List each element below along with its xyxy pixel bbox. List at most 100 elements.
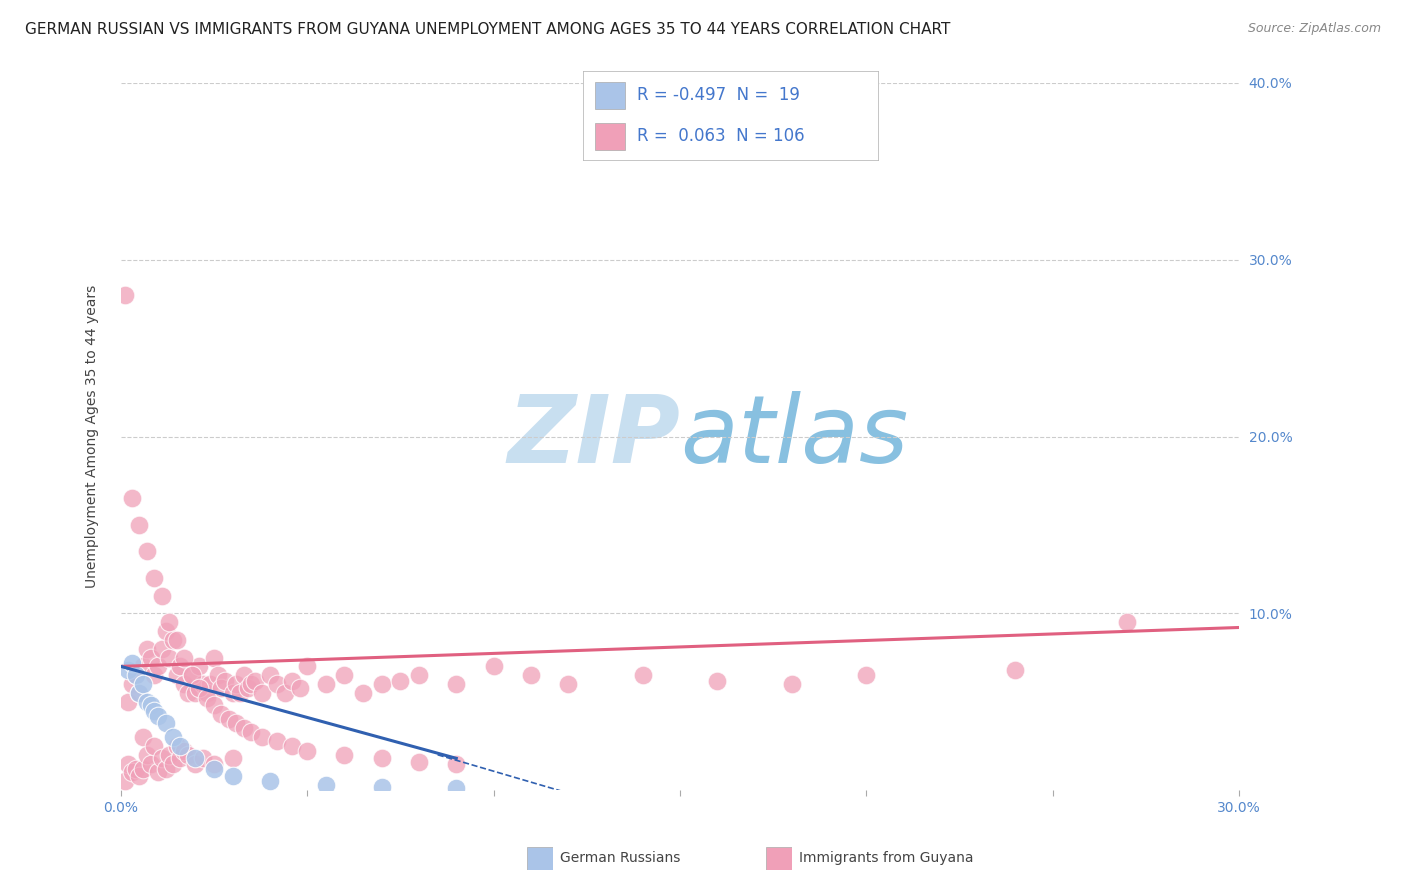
- Point: [169, 659, 191, 673]
- Point: [135, 747, 157, 762]
- Point: [143, 739, 166, 753]
- Point: [191, 677, 214, 691]
- Point: [155, 762, 177, 776]
- Text: R =  0.063  N = 106: R = 0.063 N = 106: [637, 128, 804, 145]
- Point: [125, 762, 148, 776]
- Point: [202, 698, 225, 713]
- Point: [221, 751, 243, 765]
- Point: [117, 756, 139, 771]
- Point: [180, 668, 202, 682]
- Point: [143, 704, 166, 718]
- Point: [232, 721, 254, 735]
- Point: [150, 641, 173, 656]
- Point: [259, 774, 281, 789]
- Point: [371, 751, 394, 765]
- Point: [143, 571, 166, 585]
- Point: [146, 659, 169, 673]
- Point: [166, 739, 188, 753]
- FancyBboxPatch shape: [583, 71, 879, 161]
- Point: [295, 659, 318, 673]
- Point: [184, 756, 207, 771]
- Point: [218, 713, 240, 727]
- Point: [157, 747, 180, 762]
- Y-axis label: Unemployment Among Ages 35 to 44 years: Unemployment Among Ages 35 to 44 years: [86, 285, 100, 588]
- Point: [315, 677, 337, 691]
- Point: [352, 686, 374, 700]
- Point: [128, 769, 150, 783]
- Point: [188, 659, 211, 673]
- Point: [195, 691, 218, 706]
- Point: [211, 681, 233, 695]
- Point: [139, 698, 162, 713]
- Point: [166, 668, 188, 682]
- Point: [128, 686, 150, 700]
- Point: [315, 778, 337, 792]
- Point: [195, 686, 218, 700]
- Text: Source: ZipAtlas.com: Source: ZipAtlas.com: [1247, 22, 1381, 36]
- Point: [157, 650, 180, 665]
- FancyBboxPatch shape: [595, 82, 624, 109]
- Point: [240, 677, 263, 691]
- Text: ZIP: ZIP: [508, 391, 681, 483]
- Point: [135, 695, 157, 709]
- Point: [121, 656, 143, 670]
- Point: [333, 668, 356, 682]
- Point: [288, 681, 311, 695]
- Point: [274, 686, 297, 700]
- Point: [173, 744, 195, 758]
- Point: [240, 724, 263, 739]
- Point: [188, 681, 211, 695]
- Point: [177, 686, 200, 700]
- Point: [177, 747, 200, 762]
- Point: [191, 751, 214, 765]
- Point: [371, 780, 394, 794]
- Point: [266, 733, 288, 747]
- Point: [1004, 663, 1026, 677]
- Point: [169, 739, 191, 753]
- Point: [173, 677, 195, 691]
- Point: [221, 769, 243, 783]
- Point: [125, 668, 148, 682]
- Point: [333, 747, 356, 762]
- Text: R = -0.497  N =  19: R = -0.497 N = 19: [637, 87, 800, 104]
- Point: [117, 663, 139, 677]
- Point: [184, 686, 207, 700]
- Point: [780, 677, 803, 691]
- Point: [1116, 615, 1139, 630]
- Point: [446, 756, 468, 771]
- FancyBboxPatch shape: [595, 123, 624, 150]
- Point: [214, 673, 236, 688]
- Point: [143, 668, 166, 682]
- Point: [482, 659, 505, 673]
- Point: [207, 668, 229, 682]
- Point: [139, 650, 162, 665]
- Point: [139, 756, 162, 771]
- Point: [266, 677, 288, 691]
- Point: [155, 715, 177, 730]
- Point: [132, 659, 155, 673]
- Point: [631, 668, 654, 682]
- Point: [202, 756, 225, 771]
- Point: [520, 668, 543, 682]
- Point: [173, 650, 195, 665]
- Point: [446, 677, 468, 691]
- Point: [162, 730, 184, 744]
- Point: [155, 624, 177, 638]
- Point: [408, 668, 430, 682]
- Point: [117, 695, 139, 709]
- Text: German Russians: German Russians: [560, 851, 681, 865]
- Point: [557, 677, 579, 691]
- Point: [132, 762, 155, 776]
- Point: [132, 677, 155, 691]
- Point: [232, 668, 254, 682]
- Point: [236, 681, 259, 695]
- Point: [225, 677, 247, 691]
- Point: [259, 668, 281, 682]
- Text: atlas: atlas: [681, 391, 908, 482]
- Point: [252, 730, 274, 744]
- Text: Immigrants from Guyana: Immigrants from Guyana: [799, 851, 973, 865]
- Point: [166, 632, 188, 647]
- Point: [252, 686, 274, 700]
- Point: [125, 668, 148, 682]
- Point: [128, 686, 150, 700]
